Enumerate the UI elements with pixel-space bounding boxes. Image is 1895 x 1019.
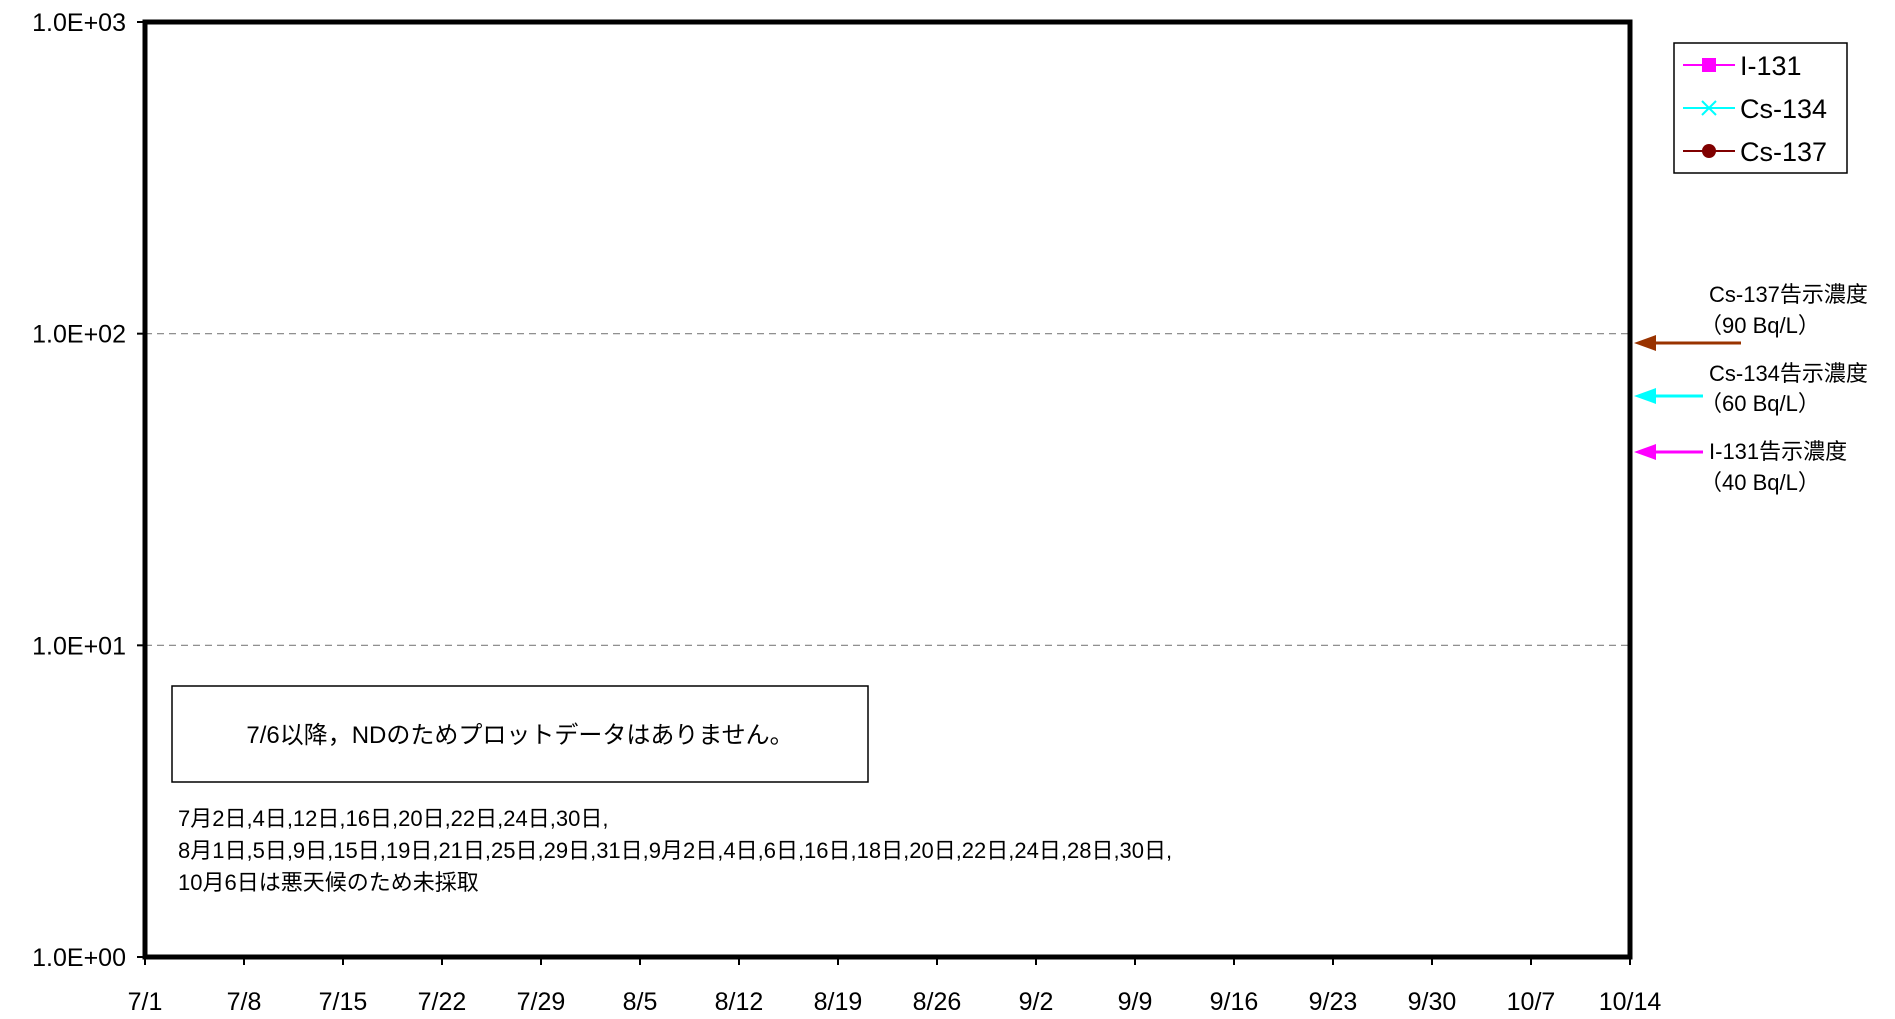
y-tick-label: 1.0E+03	[32, 9, 126, 37]
reference-i131: I-131告示濃度 （40 Bq/L）	[1634, 439, 1847, 495]
x-tick-label: 8/12	[715, 988, 764, 1014]
x-tick-label: 10/7	[1507, 988, 1556, 1014]
arrow-left-icon	[1634, 335, 1656, 351]
reference-label-cs134: Cs-134告示濃度	[1709, 361, 1868, 386]
note-line-1: 7月2日,4日,12日,16日,20日,22日,24日,30日,	[178, 806, 608, 831]
plot-area-frame	[142, 19, 1633, 960]
y-tick-label: 1.0E+02	[32, 321, 126, 349]
x-tick-label: 8/19	[814, 988, 863, 1014]
y-axis-ticks: 1.0E+00 1.0E+01 1.0E+02 1.0E+03	[32, 9, 145, 972]
legend-label-cs137: Cs-137	[1740, 137, 1827, 167]
y-tick-label: 1.0E+00	[32, 944, 126, 972]
sampling-note: 7月2日,4日,12日,16日,20日,22日,24日,30日, 8月1日,5日…	[178, 806, 1172, 895]
x-marker-icon	[1701, 100, 1717, 116]
annotation-box-text: 7/6以降，NDのためプロットデータはありません。	[246, 722, 793, 749]
reference-cs137: Cs-137告示濃度 （90 Bq/L）	[1634, 282, 1868, 351]
note-line-2: 8月1日,5日,9日,15日,19日,21日,25日,29日,31日,9月2日,…	[178, 838, 1172, 863]
reference-value-cs134: （60 Bq/L）	[1700, 391, 1820, 416]
x-tick-label: 9/9	[1118, 988, 1153, 1014]
x-tick-label: 10/14	[1599, 988, 1662, 1014]
legend-item-cs134: Cs-134	[1683, 94, 1827, 124]
note-line-3: 10月6日は悪天候のため未採取	[178, 870, 479, 895]
reference-value-i131: （40 Bq/L）	[1700, 470, 1820, 495]
x-tick-label: 9/2	[1019, 988, 1054, 1014]
x-tick-label: 7/15	[319, 988, 368, 1014]
arrow-left-icon	[1634, 444, 1656, 460]
no-data-annotation: 7/6以降，NDのためプロットデータはありません。	[171, 685, 869, 783]
reference-levels: Cs-137告示濃度 （90 Bq/L） Cs-134告示濃度 （60 Bq/L…	[1634, 282, 1868, 495]
x-tick-label: 9/16	[1210, 988, 1259, 1014]
x-axis-ticks: 7/1 7/8 7/15 7/22 7/29 8/5 8/12 8/19 8/26 9/2 9/9 9…	[128, 957, 1662, 1016]
x-tick-label: 8/5	[623, 988, 658, 1014]
legend: I-131 Cs-134 Cs-137	[1673, 42, 1848, 174]
legend-label-cs134: Cs-134	[1740, 94, 1827, 124]
x-tick-label: 9/30	[1408, 988, 1457, 1014]
circle-marker-icon	[1702, 144, 1716, 158]
x-tick-label: 7/8	[227, 988, 262, 1014]
y-tick-label: 1.0E+01	[32, 632, 126, 660]
legend-item-cs137: Cs-137	[1683, 137, 1827, 167]
reference-value-cs137: （90 Bq/L）	[1700, 313, 1820, 338]
x-tick-label: 8/26	[913, 988, 962, 1014]
legend-label-i131: I-131	[1740, 51, 1802, 81]
reference-cs134: Cs-134告示濃度 （60 Bq/L）	[1634, 361, 1868, 416]
annotation-box	[171, 685, 869, 783]
x-tick-label: 9/23	[1309, 988, 1358, 1014]
square-marker-icon	[1702, 58, 1716, 72]
reference-label-i131: I-131告示濃度	[1709, 439, 1847, 464]
x-tick-label: 7/1	[128, 988, 163, 1014]
legend-item-i131: I-131	[1683, 51, 1802, 81]
arrow-left-icon	[1634, 388, 1656, 404]
grid-layer	[145, 333, 1630, 646]
x-tick-label: 7/22	[418, 988, 467, 1014]
reference-label-cs137: Cs-137告示濃度	[1709, 282, 1868, 307]
x-tick-label: 7/29	[517, 988, 566, 1014]
